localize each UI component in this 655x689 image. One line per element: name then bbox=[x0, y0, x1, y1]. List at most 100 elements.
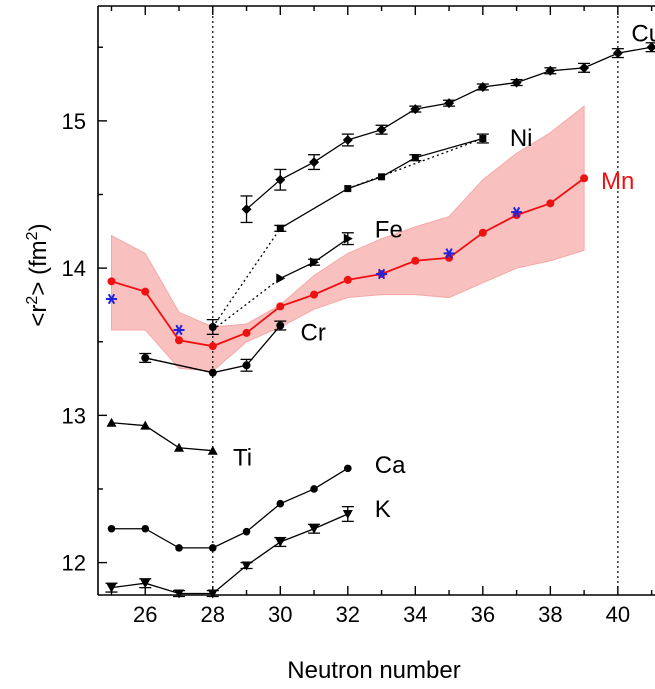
point-cr-2 bbox=[242, 361, 251, 370]
x-tick-label-38: 38 bbox=[538, 602, 562, 627]
x-tick-label-40: 40 bbox=[606, 602, 630, 627]
axes-layer: 26 28 30 32 34 36 38 40 12 13 14 15 bbox=[62, 5, 655, 627]
line-cu bbox=[246, 46, 652, 210]
point-k-7 bbox=[342, 510, 353, 520]
blue-star-0 bbox=[106, 293, 118, 305]
point-mn-9 bbox=[411, 256, 420, 265]
point-cu-1 bbox=[275, 174, 286, 185]
point-ca-6 bbox=[310, 485, 318, 493]
point-cu-10 bbox=[579, 62, 590, 73]
point-fe-2 bbox=[343, 233, 353, 244]
point-mn-6 bbox=[310, 290, 319, 299]
point-mn-2 bbox=[175, 336, 184, 345]
blue-star-1 bbox=[173, 324, 185, 336]
point-cu-4 bbox=[376, 124, 387, 135]
point-mn-7 bbox=[343, 275, 352, 284]
point-mn-0 bbox=[107, 277, 116, 286]
series-layer bbox=[105, 42, 655, 599]
point-ca-3 bbox=[208, 544, 217, 552]
series-cu bbox=[240, 42, 655, 224]
point-ni-1 bbox=[344, 185, 352, 193]
point-fe-1 bbox=[310, 257, 320, 268]
point-k-6 bbox=[309, 524, 320, 534]
label-ti: Ti bbox=[233, 445, 252, 472]
point-mn-14 bbox=[580, 174, 589, 183]
y-tick-label-13: 13 bbox=[62, 403, 86, 428]
point-cr-3 bbox=[276, 321, 285, 330]
label-ni: Ni bbox=[510, 125, 533, 152]
point-cu-6 bbox=[444, 98, 455, 109]
element-labels-layer: Cu Ni Mn Fe Cr Ti Ca K bbox=[233, 21, 655, 524]
point-k-0 bbox=[106, 583, 117, 593]
point-cu-5 bbox=[410, 104, 421, 115]
label-ca: Ca bbox=[375, 452, 406, 479]
point-fe-0 bbox=[276, 273, 286, 284]
point-cu-8 bbox=[511, 77, 522, 88]
point-cu-3 bbox=[342, 134, 353, 145]
point-ca-1 bbox=[141, 524, 150, 533]
point-k-1 bbox=[140, 579, 151, 589]
dotted-connector-3 bbox=[347, 137, 484, 190]
point-ti-3 bbox=[207, 445, 218, 455]
point-ca-2 bbox=[175, 544, 183, 552]
point-cr-1 bbox=[208, 368, 217, 377]
x-axis-label: Neutron number bbox=[287, 657, 460, 684]
point-k-4 bbox=[241, 561, 252, 571]
point-cu-11 bbox=[612, 48, 623, 59]
point-ti-1 bbox=[140, 420, 151, 430]
point-ti-0 bbox=[106, 417, 117, 427]
y-axis-label-sup2: 2 bbox=[24, 231, 41, 240]
point-cu-7 bbox=[477, 81, 488, 92]
point-cu-2 bbox=[309, 157, 320, 168]
x-tick-label-32: 32 bbox=[336, 602, 360, 627]
label-fe: Fe bbox=[375, 216, 403, 243]
x-tick-label-36: 36 bbox=[471, 602, 495, 627]
line-ti bbox=[111, 422, 213, 452]
y-tick-label-12: 12 bbox=[62, 551, 86, 576]
point-ni-3 bbox=[411, 154, 419, 162]
series-k bbox=[105, 505, 354, 599]
point-cu-12 bbox=[646, 42, 655, 53]
point-ca-7 bbox=[344, 464, 352, 473]
label-cu: Cu bbox=[631, 21, 655, 48]
reference-lines-layer bbox=[212, 6, 619, 595]
label-k: K bbox=[375, 496, 391, 523]
y-tick-label-14: 14 bbox=[62, 256, 86, 281]
y-axis-label: <r2> (fm2) bbox=[24, 223, 52, 326]
point-mn-11 bbox=[478, 228, 487, 237]
blue-star-3 bbox=[443, 248, 455, 259]
point-ni-4 bbox=[479, 135, 487, 143]
series-cr bbox=[139, 320, 287, 377]
y-axis-label-part2: > (fm bbox=[25, 240, 52, 295]
series-fe bbox=[276, 232, 354, 284]
y-axis-label-sup1: 2 bbox=[24, 296, 41, 305]
star-markers-layer bbox=[106, 206, 523, 336]
blue-star-2 bbox=[376, 268, 388, 280]
point-cr-0 bbox=[141, 353, 150, 362]
line-cr bbox=[145, 325, 281, 374]
x-tick-label-28: 28 bbox=[201, 602, 225, 627]
series-ni bbox=[274, 133, 489, 232]
point-mn-1 bbox=[141, 287, 150, 296]
label-cr: Cr bbox=[301, 319, 326, 346]
x-tick-label-26: 26 bbox=[133, 602, 157, 627]
y-axis-label-part3: ) bbox=[25, 223, 52, 231]
series-ti bbox=[106, 417, 218, 455]
y-tick-label-15: 15 bbox=[62, 109, 86, 134]
point-cu-0 bbox=[241, 204, 252, 215]
x-tick-label-34: 34 bbox=[403, 602, 427, 627]
point-ni-0 bbox=[276, 224, 284, 232]
extra-point-0 bbox=[208, 323, 217, 332]
point-ca-4 bbox=[242, 527, 251, 536]
blue-star-4 bbox=[511, 206, 523, 218]
label-mn: Mn bbox=[601, 168, 634, 195]
point-mn-13 bbox=[546, 199, 555, 208]
series-ca bbox=[107, 464, 352, 552]
point-mn-3 bbox=[208, 342, 217, 351]
point-mn-5 bbox=[276, 302, 285, 311]
point-ca-5 bbox=[276, 499, 285, 508]
point-ti-2 bbox=[174, 442, 185, 452]
point-ca-0 bbox=[107, 524, 116, 533]
